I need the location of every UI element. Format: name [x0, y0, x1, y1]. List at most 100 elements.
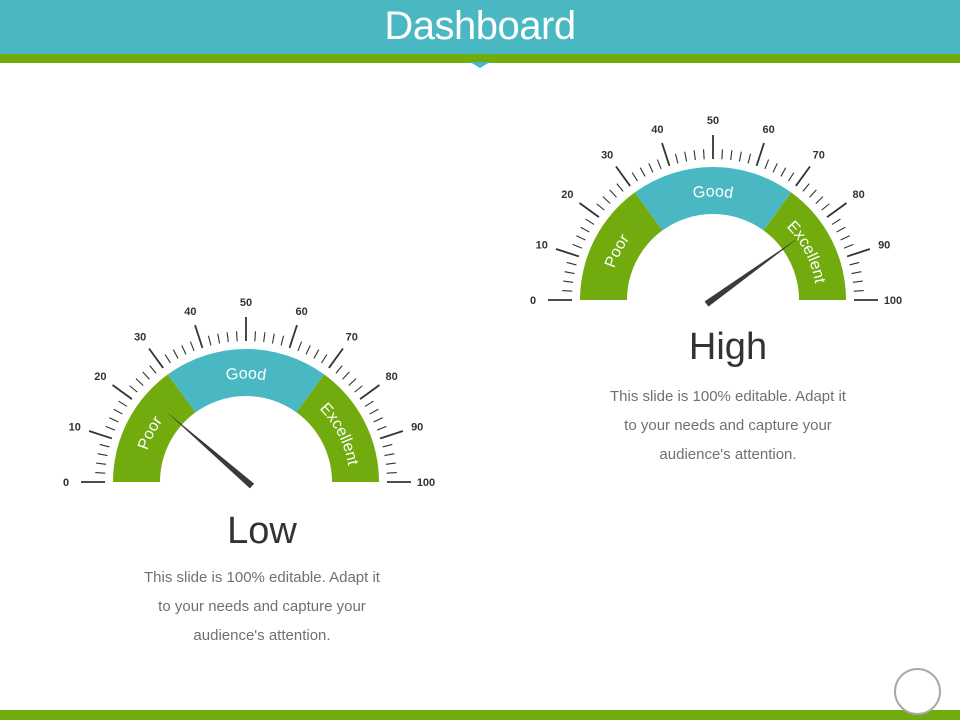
gauge-low-tick-label: 20: [94, 371, 106, 383]
gauge-low-major-tick: [194, 324, 204, 349]
gauge-low-minor-tick: [305, 345, 311, 355]
gauge-low-minor-tick: [280, 335, 285, 346]
gauge-high-minor-tick: [693, 150, 696, 161]
gauge-low-minor-tick: [113, 408, 123, 415]
gauge-high-minor-tick: [840, 235, 850, 241]
gauge-high-minor-tick: [572, 243, 583, 249]
circle-button[interactable]: [894, 668, 941, 715]
gauge-high-title: High: [688, 326, 768, 368]
gauge-low-minor-tick: [164, 354, 171, 364]
gauge-high-minor-tick: [802, 183, 810, 192]
gauge-high-minor-tick: [648, 163, 654, 173]
gauge-low-major-tick: [288, 324, 298, 349]
gauge-high-major-tick: [578, 202, 600, 218]
gauge-low-minor-tick: [97, 453, 108, 457]
gauge-low-minor-tick: [321, 354, 328, 364]
gauge-low-needle: [164, 410, 255, 489]
header-pointer: [470, 62, 490, 68]
gauge-high-major-tick: [615, 165, 631, 187]
gauge-high-tick-label: 40: [651, 124, 663, 136]
gauge-low-segment-good: [167, 349, 325, 413]
gauge-low-minor-tick: [364, 400, 374, 407]
gauge-low-tick-label: 10: [69, 421, 81, 433]
gauge-low-minor-tick: [235, 331, 238, 342]
gauge-high-minor-tick: [852, 280, 863, 283]
gauge-low-minor-tick: [189, 341, 195, 352]
gauge-high-minor-tick: [730, 150, 733, 161]
gauge-high-segment-excellent: [763, 192, 846, 300]
gauge-low-minor-tick: [348, 378, 357, 386]
gauge-high-minor-tick: [809, 189, 817, 198]
gauge-low-major-tick: [328, 347, 344, 369]
gauge-high-tick-label: 0: [530, 295, 536, 307]
gauge-low-minor-tick: [172, 349, 179, 359]
gauge-high-major-tick: [661, 142, 671, 167]
footer-stripe: [0, 710, 960, 720]
gauge-high-tick-label: 30: [601, 149, 613, 161]
gauge-high-minor-tick: [772, 163, 778, 173]
gauge-low-description: This slide is 100% editable. Adapt it to…: [144, 569, 380, 644]
gauge-high-tick-label: 100: [884, 295, 902, 307]
gauge-low-tick-label: 50: [240, 297, 252, 309]
gauge-low-title: Low: [227, 510, 297, 552]
gauge-low-minor-tick: [313, 349, 320, 359]
gauge-high-segment-poor: [580, 192, 663, 300]
gauge-low-major-tick: [379, 430, 404, 440]
gauge-high-minor-tick: [747, 153, 752, 164]
gauge-high-tick-label: 50: [707, 115, 719, 127]
gauge-high-tick-label: 80: [852, 189, 864, 201]
gauge-low-major-tick: [359, 384, 381, 400]
gauge-low-minor-tick: [369, 408, 379, 415]
gauge-low-segment-poor: [113, 374, 196, 482]
gauge-high-tick-label: 70: [813, 149, 825, 161]
gauge-high-major-tick: [846, 248, 871, 258]
gauge-low-tick-label: 100: [417, 477, 435, 489]
gauge-low-tick-label: 70: [346, 331, 358, 343]
gauge-low-minor-tick: [254, 331, 257, 342]
gauge-high-minor-tick: [656, 159, 662, 170]
gauge-low-tick-label: 30: [134, 331, 146, 343]
gauge-high-minor-tick: [853, 289, 864, 292]
gauge-low-minor-tick: [226, 332, 229, 343]
gauge-high-minor-tick: [576, 235, 586, 241]
gauge-high-minor-tick: [702, 149, 705, 160]
gauge-high-major-tick: [755, 142, 765, 167]
gauge-low-minor-tick: [99, 443, 110, 448]
gauge-high-major-tick: [555, 248, 580, 258]
header-bar: [0, 0, 960, 54]
gauge-high-minor-tick: [564, 271, 575, 275]
gauge-high-minor-tick: [609, 189, 617, 198]
gauge-low-major-tick: [88, 430, 113, 440]
header-stripe: [0, 54, 960, 63]
gauge-high-minor-tick: [780, 167, 787, 177]
gauge-high-minor-tick: [684, 151, 688, 162]
gauge-high-description: This slide is 100% editable. Adapt it to…: [610, 388, 846, 463]
gauge-low-major-tick: [111, 384, 133, 400]
gauge-low-minor-tick: [149, 365, 157, 374]
gauge-high-minor-tick: [815, 196, 824, 204]
gauge-low-segment-excellent: [296, 374, 379, 482]
gauge-high-major-tick: [826, 202, 848, 218]
gauge-high-segment-label: Good: [692, 183, 735, 202]
gauge-low-minor-tick: [384, 453, 395, 457]
gauge-low-minor-tick: [109, 417, 119, 423]
gauge-low-minor-tick: [95, 471, 106, 474]
gauge-low-minor-tick: [386, 471, 397, 474]
gauge-high-minor-tick: [562, 289, 573, 292]
gauge-high-minor-tick: [738, 151, 742, 162]
gauge-low-minor-tick: [373, 417, 383, 423]
gauge-low-minor-tick: [382, 443, 393, 448]
gauge-low-minor-tick: [118, 400, 128, 407]
gauge-low-minor-tick: [129, 385, 138, 393]
gauge-low-minor-tick: [135, 378, 144, 386]
gauge-high-tick-label: 10: [536, 239, 548, 251]
gauge-high-major-tick: [795, 165, 811, 187]
gauge-high-minor-tick: [631, 172, 638, 182]
gauge-low-minor-tick: [142, 371, 150, 380]
gauge-low-segment-label: Good: [225, 365, 268, 384]
gauge-low-minor-tick: [217, 333, 221, 344]
gauge-high-minor-tick: [639, 167, 646, 177]
gauge-low-tick-label: 90: [411, 421, 423, 433]
